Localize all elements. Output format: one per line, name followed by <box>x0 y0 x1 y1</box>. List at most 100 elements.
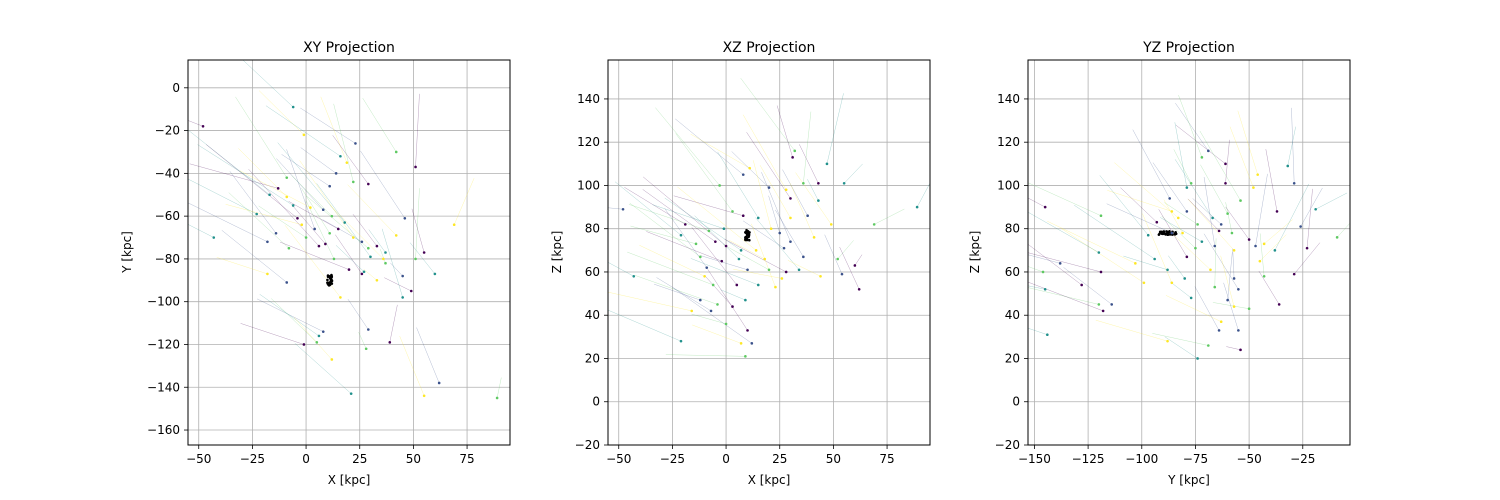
yz-projection-point <box>1101 309 1105 313</box>
xy-projection-orbit-trace <box>285 225 341 298</box>
xy-projection-orbit-trace <box>225 204 302 225</box>
xz-projection-point <box>802 181 805 185</box>
yz-projection-orbit-trace <box>1152 162 1187 212</box>
yz-projection-point <box>1153 257 1156 261</box>
xy-projection-point <box>285 281 289 284</box>
yz-projection-orbit-trace <box>1095 320 1168 342</box>
xz-projection-orbit-trace <box>673 195 744 216</box>
yz-projection-point <box>1217 329 1221 332</box>
xz-projection-orbit-trace <box>759 165 791 218</box>
xy-projection-ytick-label: −160 <box>147 423 180 437</box>
yz-projection-point <box>1286 164 1290 168</box>
xy-projection-orbit-trace <box>188 129 270 195</box>
xz-projection-ytick-label: 140 <box>577 92 600 106</box>
xy-projection-orbit-trace <box>221 230 287 283</box>
xz-projection-orbit-trace <box>608 207 624 210</box>
yz-projection-orbit-trace <box>1306 188 1313 249</box>
xz-projection-point <box>817 181 820 185</box>
yz-projection-point <box>1146 233 1150 237</box>
xy-projection-orbit-trace <box>228 192 290 249</box>
yz-projection-orbit-trace <box>1259 234 1287 262</box>
xy-projection-orbit-trace <box>294 343 352 394</box>
xz-projection-point <box>724 322 728 326</box>
xy-projection-xtick-label: −50 <box>186 452 211 466</box>
xy-projection-point <box>321 208 325 212</box>
yz-projection-orbit-trace <box>1187 198 1220 231</box>
xz-projection-orbit-trace <box>691 313 727 325</box>
xy-projection-point <box>343 221 347 224</box>
xy-projection-xtick-label: 75 <box>459 452 474 466</box>
yz-projection-orbit-trace <box>1142 213 1172 283</box>
yz-projection-point <box>1183 277 1187 280</box>
xy-projection-orbit-trace <box>390 262 403 277</box>
xz-projection-point <box>767 186 771 189</box>
yz-projection-orbit-trace <box>1265 149 1278 212</box>
xz-projection-xlabel: X [kpc] <box>748 473 791 487</box>
yz-projection-point <box>1258 259 1262 263</box>
yz-projection-point <box>1314 207 1317 211</box>
yz-projection-ytick-label: 140 <box>997 92 1020 106</box>
xy-projection-orbit-trace <box>229 171 277 234</box>
xz-projection-point <box>819 274 822 278</box>
yz-projection-orbit-trace <box>1168 255 1185 279</box>
xy-projection-orbit-trace <box>248 169 320 247</box>
yz-projection-point <box>1273 249 1277 252</box>
xy-projection-orbit-trace <box>281 154 330 187</box>
xy-projection-orbit-trace <box>188 224 214 238</box>
xy-projection-point <box>360 272 364 276</box>
xy-projection-orbit-trace <box>415 188 420 259</box>
xz-projection-orbit-trace <box>844 163 863 184</box>
yz-projection-orbit-trace <box>1232 252 1235 279</box>
xy-projection-point <box>384 261 387 265</box>
yz-projection-point <box>1080 283 1083 287</box>
xz-projection-ytick-label: 120 <box>577 135 600 149</box>
xy-projection-orbit-trace <box>300 147 337 174</box>
xz-projection-orbit-trace <box>839 246 860 290</box>
xz-projection-point <box>789 240 792 243</box>
yz-projection-orbit-trace <box>1099 175 1149 236</box>
yz-projection-point <box>1099 214 1103 218</box>
xy-projection-orbit-trace <box>332 135 369 185</box>
xy-projection-orbit-trace <box>330 205 384 260</box>
xy-projection-point <box>324 242 327 246</box>
xz-projection-axes-frame <box>607 59 931 446</box>
xy-projection-orbit-trace <box>360 150 405 219</box>
xy-projection-orbit-trace <box>189 163 279 189</box>
xz-projection-point <box>737 257 741 261</box>
yz-projection-orbit-trace <box>1259 233 1265 277</box>
xz-projection-point <box>724 244 728 248</box>
xz-projection-orbit-trace <box>740 77 795 151</box>
xy-projection-orbit-trace <box>291 175 332 217</box>
xz-projection-orbit-trace <box>742 114 787 190</box>
yz-projection-xtick-label: −25 <box>1290 452 1315 466</box>
xy-projection-xtick-label: 0 <box>302 452 310 466</box>
xy-projection-point <box>382 257 385 261</box>
yz-projection-orbit-trace <box>1274 183 1310 251</box>
xy-projection-ytick-label: 0 <box>172 81 180 95</box>
yz-projection-point <box>1262 274 1266 278</box>
xz-projection-point <box>679 339 683 343</box>
yz-projection-orbit-trace <box>1132 129 1170 199</box>
xy-projection-point <box>296 216 299 220</box>
yz-projection-point <box>1219 320 1223 324</box>
xz-projection-point <box>825 162 829 166</box>
xz-projection-point <box>750 342 754 345</box>
yz-projection-point <box>1181 231 1184 235</box>
yz-projection-orbit-trace <box>1227 248 1233 301</box>
xz-projection-point <box>720 259 724 263</box>
xy-projection-point <box>437 381 441 385</box>
xz-projection-orbit-trace <box>874 208 905 225</box>
yz-projection-point <box>1217 229 1221 233</box>
xy-projection-central-object-point <box>329 280 333 283</box>
xz-projection-point <box>716 303 719 306</box>
xz-projection-orbit-trace <box>916 182 930 208</box>
xz-projection-orbit-trace <box>629 202 701 257</box>
yz-projection-point <box>1207 149 1210 153</box>
xy-projection-orbit-trace <box>496 377 502 398</box>
xy-projection-point <box>285 176 289 179</box>
yz-projection-axes-frame <box>1027 59 1351 446</box>
xy-projection-central-object-point <box>326 281 329 284</box>
xz-projection-orbit-trace <box>691 227 737 286</box>
xy-projection-orbit-trace <box>409 242 436 274</box>
xy-projection-point <box>300 223 304 226</box>
